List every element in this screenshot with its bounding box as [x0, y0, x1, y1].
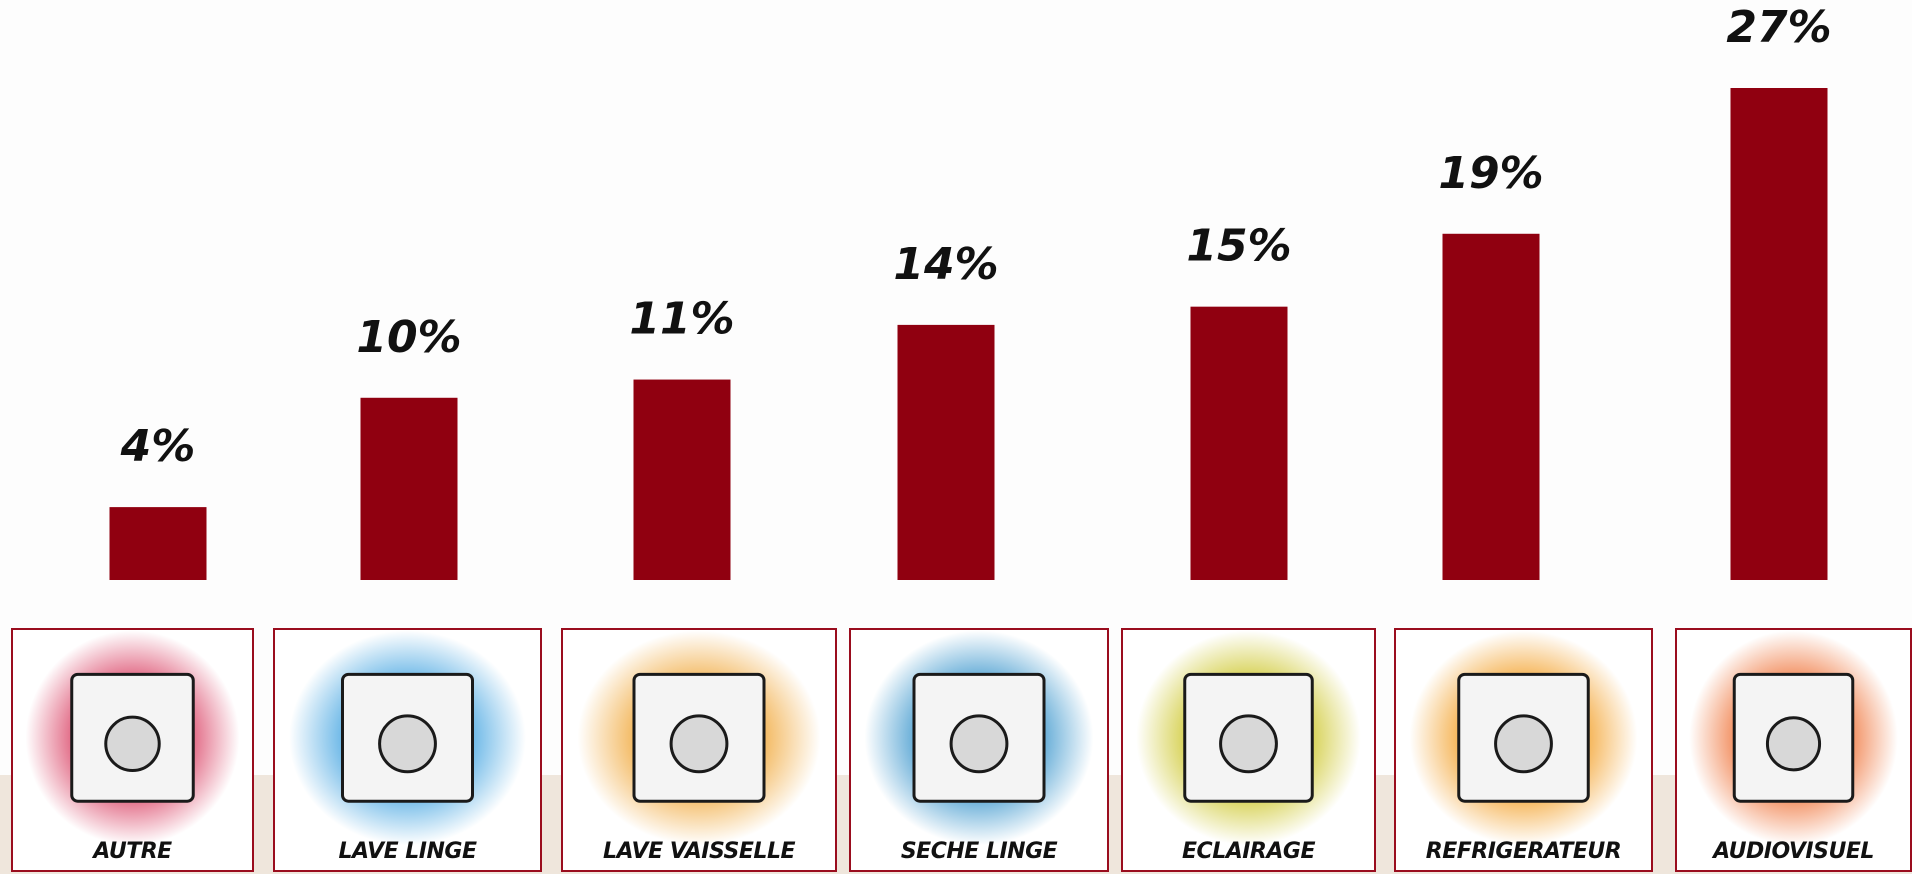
category-card: REFRIGERATEUR [1394, 628, 1653, 872]
bar-value-label: 4% [120, 421, 196, 472]
category-card: AUTRE [11, 628, 254, 872]
bar-eclairage [1190, 306, 1288, 580]
category-card: SECHE LINGE [849, 628, 1109, 872]
category-card: ECLAIRAGE [1121, 628, 1376, 872]
refrigerator-icon [1457, 672, 1590, 803]
value-labels-layer: 4% 10% 11% 14% 15% 19% 27% [120, 2, 1832, 472]
category-label: LAVE VAISSELLE [603, 839, 795, 864]
washing-machine-icon [341, 672, 474, 803]
clothes-dryer-icon [912, 672, 1046, 803]
bar-refrigerateur [1442, 233, 1540, 580]
category-card: LAVE LINGE [273, 628, 542, 872]
bar-lave-vaisselle [633, 379, 731, 580]
category-card: AUDIOVISUEL [1675, 628, 1912, 872]
bar-value-label: 27% [1726, 2, 1831, 53]
bars-layer [109, 88, 1828, 580]
category-card: LAVE VAISSELLE [561, 628, 837, 872]
bar-value-label: 15% [1186, 221, 1291, 272]
bar-autre [109, 507, 207, 580]
tv-cabinet-christmas-tree-icon [70, 672, 195, 803]
dishwasher-icon [632, 672, 766, 803]
bar-value-label: 14% [893, 239, 998, 290]
category-label: REFRIGERATEUR [1426, 839, 1621, 864]
bar-value-label: 11% [629, 294, 734, 345]
bar-value-label: 10% [356, 312, 461, 363]
cards-layer: AUTRE LAVE LINGE LAVE VAISSELLE SECHE LINGE… [11, 628, 1912, 872]
category-label: SECHE LINGE [901, 839, 1058, 864]
light-bulb-icon [1183, 672, 1314, 803]
bar-lave-linge [360, 397, 458, 580]
bar-seche-linge [897, 324, 995, 580]
category-label: AUTRE [91, 839, 172, 864]
category-label: AUDIOVISUEL [1711, 839, 1874, 864]
category-label: ECLAIRAGE [1182, 839, 1315, 864]
category-label: LAVE LINGE [339, 839, 477, 864]
bar-audiovisuel [1730, 88, 1828, 580]
tv-stereo-icon [1732, 672, 1855, 803]
bar-value-label: 19% [1438, 148, 1543, 199]
